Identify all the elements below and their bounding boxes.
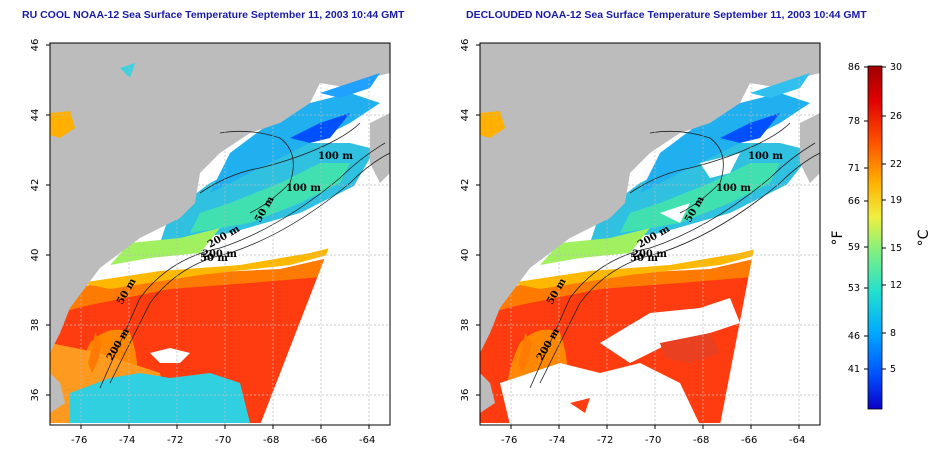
- right-x-tick-label: -64: [789, 435, 805, 446]
- left-x-tick-label: -70: [215, 435, 231, 446]
- right-clouded-out-area: [720, 143, 820, 425]
- fahrenheit-tick-label: 71: [848, 163, 860, 174]
- left-y-tick-label: 44: [30, 109, 41, 122]
- right-cloud-mask-mid: [660, 203, 690, 223]
- left-contour-label-100m-b: 100 m: [286, 183, 321, 194]
- celsius-tick-label: 22: [890, 159, 902, 170]
- left-map-frame: [49, 42, 391, 426]
- fahrenheit-tick-label: 78: [848, 116, 860, 127]
- right-cloud-mask-north: [700, 153, 740, 178]
- left-y-tick-label: 38: [30, 319, 41, 332]
- left-y-axis: 36 38 40 42 44 46: [30, 39, 50, 402]
- right-x-tick-label: -72: [597, 435, 613, 446]
- left-y-tick-label: 42: [30, 179, 41, 192]
- right-x-tick-label: -68: [693, 435, 709, 446]
- left-southern-cloud-artifacts: [70, 373, 250, 423]
- colorbar-gradient: [867, 65, 883, 410]
- celsius-tick-label: 8: [890, 328, 896, 339]
- left-x-tick-label: -68: [263, 435, 279, 446]
- right-contour-label-200m-b: 200 m: [632, 249, 667, 260]
- left-x-tick-label: -72: [167, 435, 183, 446]
- celsius-tick-label: 26: [890, 111, 902, 122]
- right-lake-warm: [480, 111, 505, 138]
- right-map-title: DECLOUDED NOAA-12 Sea Surface Temperatur…: [466, 9, 867, 21]
- right-cloud-mask-south: [500, 363, 700, 425]
- celsius-unit-label: °C: [916, 229, 932, 246]
- celsius-tick-label: 15: [890, 243, 902, 254]
- left-x-tick-label: -66: [311, 435, 327, 446]
- right-x-tick-label: -70: [645, 435, 661, 446]
- left-x-axis: -76 -74 -72 -70 -68 -66 -64: [71, 425, 375, 446]
- left-contour-label-100m-a: 100 m: [318, 151, 353, 162]
- left-lake-cool: [120, 63, 135, 78]
- left-cloud-patch: [150, 348, 190, 363]
- right-y-tick-label: 44: [460, 109, 471, 122]
- right-contour-label-50m-b: 50 m: [630, 253, 658, 264]
- right-x-tick-label: -66: [741, 435, 757, 446]
- right-map: 100 m 100 m 50 m 200 m 50 m 200 m 50 m 2…: [479, 42, 821, 426]
- right-contour-label-100m-a: 100 m: [748, 151, 783, 162]
- celsius-tick-label: 5: [890, 364, 896, 375]
- fahrenheit-tick-label: 86: [848, 62, 860, 73]
- fahrenheit-tick-label: 66: [848, 196, 860, 207]
- right-y-tick-label: 40: [460, 249, 471, 262]
- celsius-tick-label: 19: [890, 195, 902, 206]
- celsius-tick-label: 30: [890, 62, 902, 73]
- right-warm-patch: [660, 333, 720, 363]
- right-y-axis: 36 38 40 42 44 46: [460, 39, 480, 402]
- right-y-tick-label: 42: [460, 179, 471, 192]
- right-grid: [480, 43, 820, 425]
- left-y-tick-label: 36: [30, 389, 41, 402]
- right-y-tick-label: 46: [460, 39, 471, 52]
- left-x-tick-label: -64: [359, 435, 375, 446]
- left-grid: [50, 43, 390, 425]
- right-x-tick-label: -76: [501, 435, 517, 446]
- celsius-tick-label: 12: [890, 280, 902, 291]
- left-contour-label-50m-b: 50 m: [200, 253, 228, 264]
- right-x-axis: -76 -74 -72 -70 -68 -66 -64: [501, 425, 805, 446]
- left-map-title: RU COOL NOAA-12 Sea Surface Temperature …: [22, 9, 405, 21]
- right-contour-label-100m-b: 100 m: [716, 183, 751, 194]
- fahrenheit-tick-label: 41: [848, 364, 860, 375]
- left-contour-label-200m-b: 200 m: [202, 249, 237, 260]
- fahrenheit-unit-label: °F: [830, 230, 846, 245]
- left-y-tick-label: 46: [30, 39, 41, 52]
- left-map: 100 m 100 m 50 m 200 m 50 m 200 m 50 m 2…: [49, 42, 391, 426]
- left-y-tick-label: 40: [30, 249, 41, 262]
- left-x-tick-label: -76: [71, 435, 87, 446]
- right-x-tick-label: -74: [549, 435, 565, 446]
- left-x-tick-label: -74: [119, 435, 135, 446]
- right-map-frame: [479, 42, 821, 426]
- fahrenheit-tick-label: 59: [848, 242, 860, 253]
- left-swath-edge: [260, 123, 390, 425]
- fahrenheit-tick-label: 46: [848, 331, 860, 342]
- colorbar: 86 78 71 66 59 53 46 41 30 26 22 19 15 1…: [830, 62, 932, 410]
- right-cloud-mask-a: [600, 298, 740, 363]
- left-gulf-stlawrence: [320, 73, 380, 98]
- right-warm-fragment: [570, 398, 590, 413]
- right-y-tick-label: 38: [460, 319, 471, 332]
- left-lake-warm: [50, 111, 75, 138]
- right-gulf-stlawrence: [750, 73, 810, 98]
- right-y-tick-label: 36: [460, 389, 471, 402]
- fahrenheit-tick-label: 53: [848, 283, 860, 294]
